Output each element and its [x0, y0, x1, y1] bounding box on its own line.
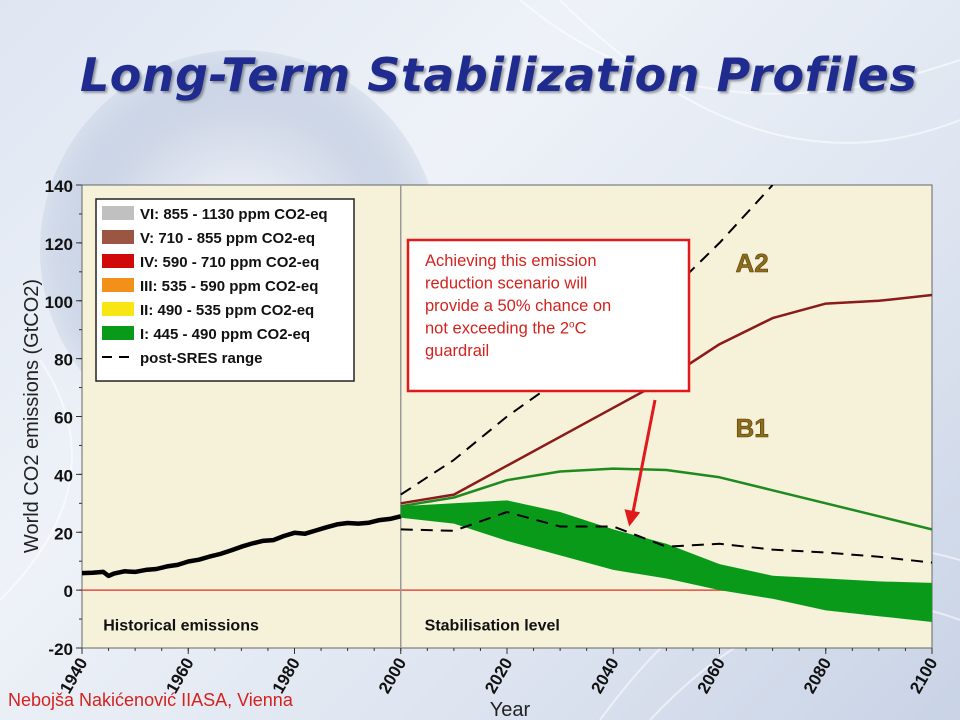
y-tick-label: 60 — [54, 409, 73, 428]
legend-label: VI: 855 - 1130 ppm CO2-eq — [140, 206, 328, 223]
callout-arrow-head — [624, 509, 641, 527]
legend-label: I: 445 - 490 ppm CO2-eq — [140, 326, 310, 343]
callout-text-line: provide a 50% chance on — [425, 297, 611, 315]
legend-swatch — [102, 206, 134, 220]
region-label-stabilisation: Stabilisation level — [425, 618, 560, 635]
callout-arrow-shaft — [630, 399, 657, 517]
y-tick-label: 0 — [64, 582, 73, 601]
callout-text-line: Achieving this emission — [425, 252, 597, 270]
legend-label: III: 535 - 590 ppm CO2-eq — [140, 278, 318, 295]
callout-text-line: guardrail — [425, 342, 489, 360]
series-label-A2: A2 — [735, 248, 768, 278]
x-axis-title: Year — [490, 699, 531, 720]
callout-text-span: not exceeding the 2 — [425, 320, 569, 338]
legend-swatch — [102, 230, 134, 244]
series-label-B1: B1 — [735, 413, 768, 443]
x-tick-label: 2060 — [694, 655, 729, 697]
region-label-historical: Historical emissions — [103, 618, 259, 635]
y-tick-label: -20 — [48, 640, 73, 659]
author-credit: Nebojša Nakićenović IIASA, Vienna — [8, 690, 293, 710]
legend-swatch — [102, 254, 134, 268]
callout-degree-unit: C — [575, 320, 587, 338]
x-tick-label: 2020 — [481, 655, 516, 697]
x-tick-label: 2080 — [800, 655, 835, 697]
legend-swatch — [102, 278, 134, 292]
callout-text-span: reduction scenario will — [425, 275, 587, 293]
callout-text-span: Achieving this emission — [425, 252, 597, 270]
legend-swatch — [102, 302, 134, 316]
slide-title: Long-Term Stabilization Profiles — [80, 48, 918, 102]
x-tick-label: 2100 — [906, 655, 941, 697]
legend-label: II: 490 - 535 ppm CO2-eq — [140, 302, 314, 319]
x-tick-label: 2000 — [375, 655, 410, 697]
y-axis-title: World CO2 emissions (GtCO2) — [21, 279, 43, 553]
series-historical — [82, 514, 402, 579]
callout-text-span: provide a 50% chance on — [425, 297, 611, 315]
legend-swatch — [102, 326, 134, 340]
y-tick-label: 20 — [54, 524, 73, 543]
series-post-sres-lower — [400, 511, 932, 564]
legend-label: IV: 590 - 710 ppm CO2-eq — [140, 254, 319, 271]
callout-box — [406, 238, 691, 393]
y-tick-label: 100 — [45, 293, 73, 312]
y-tick-label: 40 — [54, 466, 73, 485]
series-B1 — [400, 467, 932, 531]
callout-text-line: not exceeding the 2oC — [425, 320, 587, 338]
y-tick-label: 120 — [45, 235, 73, 254]
legend-label: V: 710 - 855 ppm CO2-eq — [140, 230, 315, 247]
legend-box — [95, 198, 355, 382]
y-tick-label: 140 — [45, 177, 73, 196]
callout-superscript: o — [569, 320, 575, 331]
callout-text-line: reduction scenario will — [425, 275, 587, 293]
x-tick-label: 2040 — [587, 655, 622, 697]
legend-label: post-SRES range — [140, 350, 263, 367]
band-category-I — [400, 500, 932, 622]
y-tick-label: 80 — [54, 351, 73, 370]
